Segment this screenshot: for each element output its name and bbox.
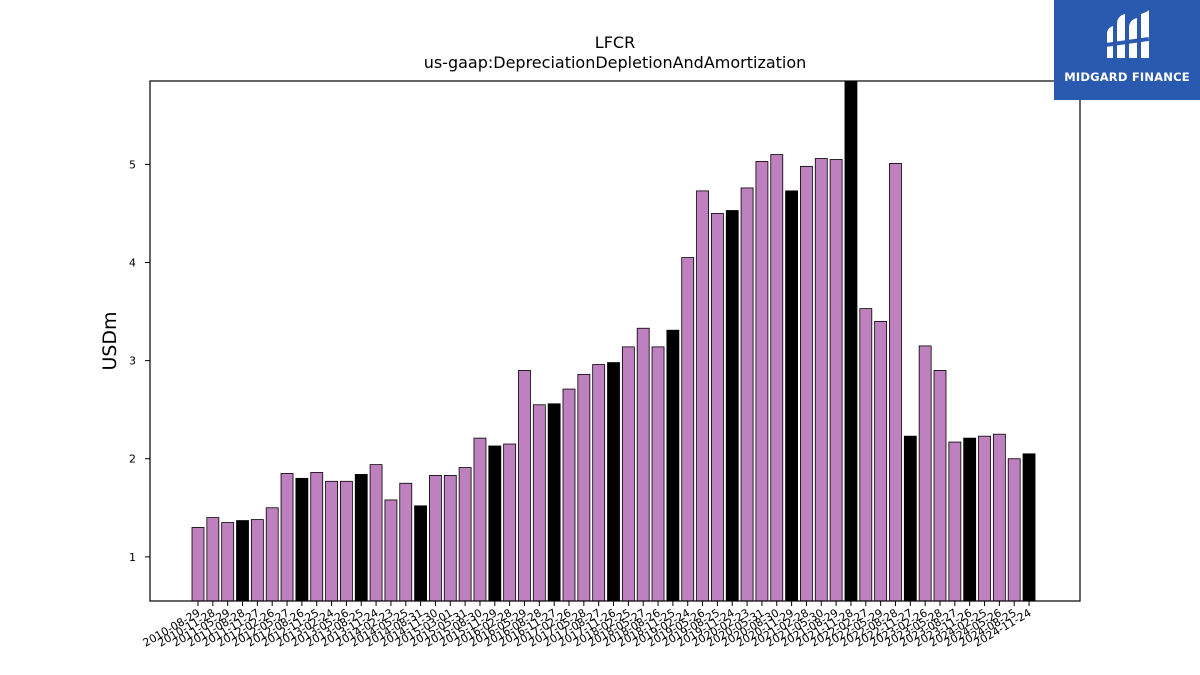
bar-2012-02-26 (265, 507, 279, 602)
bar-2023-11-26 (963, 437, 977, 602)
bar-2016-02-28 (503, 443, 517, 602)
bar-2013-05-26 (339, 480, 353, 602)
bar-2011-05-29 (221, 522, 235, 602)
bar-2018-11-25 (666, 329, 680, 602)
bar-2016-11-27 (547, 403, 561, 602)
x-ticks-group: 2010-08-292010-11-282011-05-292011-08-28… (141, 601, 1034, 650)
y-tick-label: 5 (129, 158, 136, 171)
bar-2019-11-24 (725, 210, 739, 602)
bar-2016-08-28 (532, 404, 546, 602)
bar-2010-08-29 (191, 527, 205, 602)
brand-logo: MIDGARD FINANCE (1054, 0, 1200, 100)
bar-2022-11-27 (903, 435, 917, 602)
bar-2012-05-27 (280, 473, 294, 602)
y-tick-label: 1 (129, 551, 136, 564)
y-tick-label: 4 (129, 257, 136, 270)
bar-2023-08-27 (948, 441, 962, 602)
bar-2024-02-25 (978, 435, 991, 602)
y-ticks-group: 1 2 3 4 5 (129, 158, 150, 564)
bar-2018-05-27 (636, 327, 650, 602)
bar-2017-11-26 (607, 362, 620, 602)
bar-2013-08-25 (354, 474, 368, 602)
bar-2017-08-27 (592, 364, 606, 602)
bar-2012-08-26 (295, 477, 309, 602)
y-tick-label: 2 (129, 453, 136, 466)
midgard-logo-icon (1104, 10, 1150, 58)
bar-2013-02-24 (325, 480, 338, 602)
bar-2024-08-25 (1007, 458, 1021, 602)
bar-2022-05-29 (874, 320, 888, 602)
bar-2015-08-30 (473, 437, 487, 602)
bars-group (191, 80, 1036, 602)
bar-2014-08-31 (414, 505, 428, 602)
chart-title: LFCR (595, 33, 635, 52)
plot-frame (149, 80, 1081, 602)
bar-2015-11-29 (488, 445, 502, 602)
bar-2019-02-24 (681, 257, 695, 602)
bar-2021-02-28 (800, 165, 813, 602)
bar-2022-08-28 (889, 163, 902, 602)
bar-2018-08-26 (651, 346, 665, 602)
bar-2016-05-29 (518, 370, 531, 602)
y-axis-label: USDm (99, 311, 121, 370)
bar-2019-08-25 (711, 213, 724, 602)
bar-2020-02-23 (740, 187, 754, 602)
bar-2023-05-28 (933, 370, 947, 602)
bar-2014-11-30 (429, 475, 442, 602)
bar-2021-11-28 (844, 80, 858, 602)
bar-2017-05-28 (577, 373, 591, 602)
bar-2021-08-29 (829, 159, 843, 602)
bar-2014-05-25 (399, 482, 413, 602)
bar-2020-08-30 (770, 154, 784, 602)
bar-2011-08-28 (236, 520, 249, 602)
bar-2019-05-26 (696, 190, 709, 602)
bar-2013-11-24 (369, 464, 383, 602)
bar-2015-03-01 (443, 475, 457, 602)
bar-2022-02-27 (859, 308, 873, 602)
brand-name: MIDGARD FINANCE (1064, 70, 1190, 84)
bar-2020-05-31 (755, 161, 769, 602)
bar-2024-05-26 (992, 433, 1006, 602)
chart-subtitle: us-gaap:DepreciationDepletionAndAmortiza… (424, 53, 807, 72)
bar-2018-02-25 (621, 346, 635, 602)
bar-2010-11-28 (206, 517, 220, 602)
bar-2014-02-23 (384, 499, 398, 602)
bar-2015-05-31 (458, 467, 472, 602)
bar-2023-02-26 (918, 345, 932, 602)
y-tick-label: 3 (129, 355, 136, 368)
bar-2021-05-30 (814, 158, 828, 602)
bar-2012-11-25 (310, 472, 324, 602)
bar-2017-02-26 (562, 388, 576, 602)
bar-2011-11-27 (250, 519, 264, 602)
bar-2024-11-24 (1022, 453, 1036, 602)
bar-2020-11-29 (785, 190, 798, 602)
